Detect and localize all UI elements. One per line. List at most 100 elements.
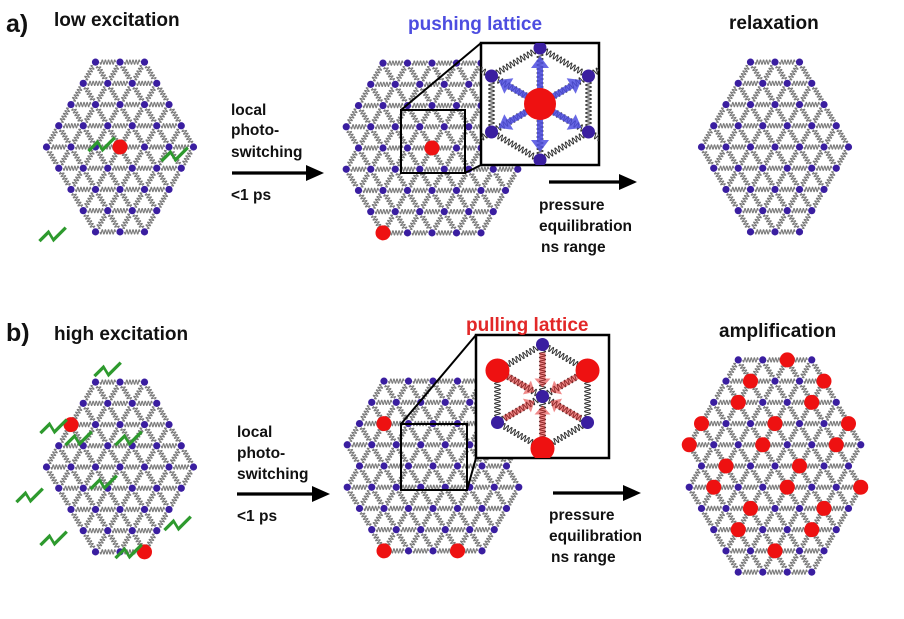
spring-bond (420, 533, 433, 548)
lattice-atom (91, 378, 100, 386)
spring-bond (46, 150, 59, 165)
push-arrow-head (531, 140, 549, 152)
spring-bond (362, 187, 380, 194)
spring-bond (156, 449, 169, 464)
spring-bond (799, 427, 812, 442)
lattice-atom (795, 100, 804, 109)
spring-bond (432, 214, 444, 231)
spring-bond (107, 86, 120, 102)
lattice-atom (128, 122, 136, 130)
spring-bond (726, 86, 738, 102)
spring-bond (47, 128, 58, 145)
spring-bond (108, 512, 120, 528)
spring-bond (424, 442, 442, 448)
spring-bond (812, 468, 824, 485)
spring-bond (800, 86, 811, 102)
spring-bond (83, 491, 96, 506)
spring-bond (800, 490, 811, 506)
lattice-atom (489, 165, 497, 173)
spring (588, 66, 599, 79)
lattice-atom (128, 527, 136, 535)
lattice-atom (128, 399, 136, 407)
spring-bond (375, 527, 393, 533)
lattice-atom (832, 483, 840, 491)
lattice-atom (367, 80, 375, 88)
spring-bond (144, 192, 157, 208)
spring-bond (738, 86, 751, 102)
panel-a-title: low excitation (54, 10, 180, 31)
spring-bond (123, 186, 141, 193)
spring-bond (473, 484, 491, 490)
spring-bond (739, 553, 750, 570)
lattice-atom (581, 125, 595, 139)
spring-bond (71, 128, 83, 145)
lattice-atom (67, 100, 75, 109)
spring-bond (396, 490, 409, 505)
spring-bond (71, 470, 84, 485)
spring-bond (359, 172, 370, 188)
spring-bond (71, 171, 83, 187)
lattice-atom (722, 504, 730, 513)
spring-bond (375, 484, 393, 490)
excited-molecule (706, 479, 722, 495)
excited-molecule (743, 373, 758, 389)
lattice-atom (416, 165, 424, 173)
spring-bond (726, 171, 738, 187)
spring (585, 75, 592, 133)
excited-molecule (530, 436, 555, 458)
spring-bond (160, 485, 178, 491)
arrow-head (623, 485, 641, 501)
spring-bond (750, 108, 763, 123)
spring-bond (71, 150, 84, 165)
spring-bond (111, 528, 129, 534)
lightning-icon (87, 136, 116, 153)
spring-bond (689, 490, 702, 505)
lattice-atom (380, 462, 388, 470)
lattice-atom (189, 143, 198, 151)
spring-bond (497, 166, 514, 172)
spring-bond (456, 66, 469, 81)
spring-bond (701, 511, 714, 527)
lattice-atom (452, 186, 461, 195)
spring-bond (408, 511, 421, 527)
spring-bond (408, 172, 419, 188)
spring-bond (363, 463, 381, 469)
spring-bond (824, 532, 836, 549)
spring-bond (169, 470, 182, 485)
spring-bond (87, 528, 104, 534)
spring-bond (742, 165, 759, 171)
lattice-atom (722, 377, 730, 385)
spring-bond (787, 171, 800, 186)
pull-arrow (502, 371, 529, 391)
spring-bond (133, 107, 144, 123)
spring-bond (775, 65, 788, 80)
spring-bond (458, 405, 469, 421)
lightning-icon (38, 226, 67, 243)
spring-bond (713, 405, 726, 421)
spring-bond (411, 230, 429, 236)
spring-bond (750, 554, 763, 569)
spring-bond (145, 491, 156, 507)
spring-bond (348, 426, 359, 442)
excited-molecule (424, 140, 440, 156)
spring-bond (812, 192, 824, 208)
lattice-atom (820, 419, 828, 428)
spring-bond (762, 363, 775, 378)
spring-bond (791, 208, 808, 214)
spring-bond (836, 490, 849, 505)
spring-bond (763, 107, 775, 123)
spring-bond (387, 378, 405, 384)
spring-bond (824, 405, 836, 421)
spring-bond (412, 548, 430, 554)
spring-bond (84, 192, 95, 208)
spring-bond (99, 229, 117, 235)
spring-bond (421, 426, 433, 442)
spring-bond (47, 448, 58, 465)
spring-bond (836, 129, 849, 144)
spring-bond (145, 128, 156, 145)
spring-bond (144, 65, 157, 80)
spring-bond (751, 405, 762, 421)
lattice-atom (783, 207, 791, 215)
spring-bond (408, 469, 421, 484)
spring-bond (800, 128, 811, 145)
